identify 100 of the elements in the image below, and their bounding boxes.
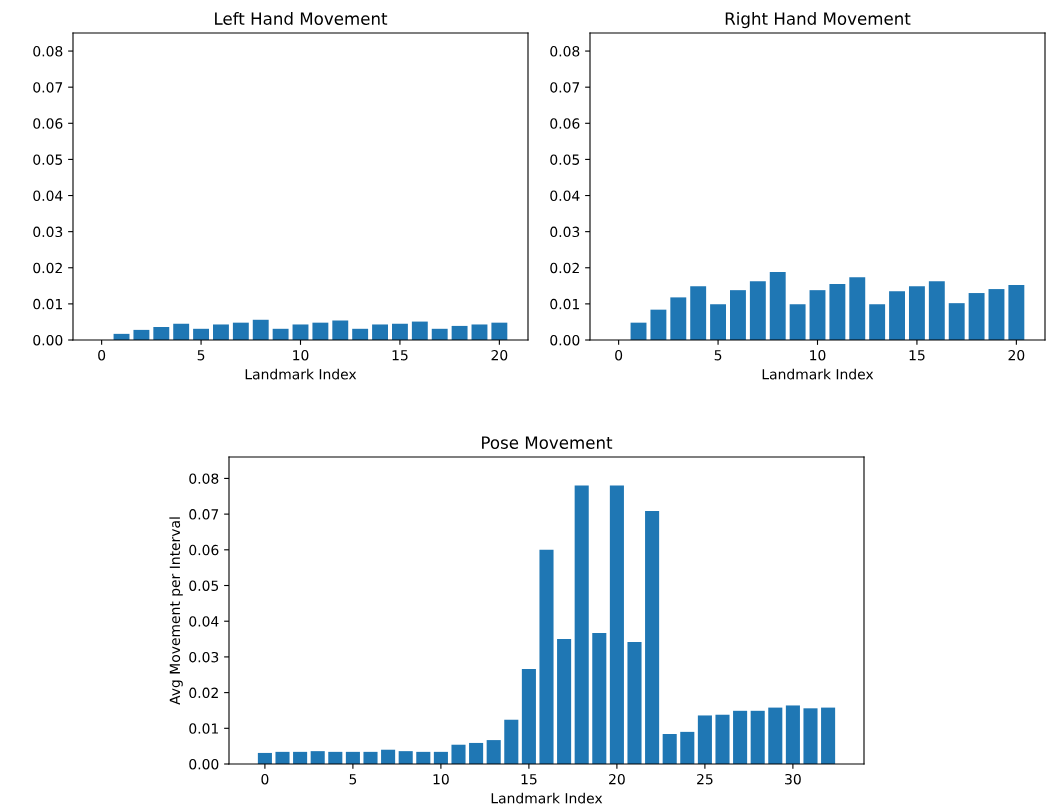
bar: [948, 303, 965, 340]
bar: [592, 632, 607, 764]
bar: [153, 327, 170, 340]
x-tick-label: 5: [714, 350, 722, 361]
y-tick-label: 0.01: [189, 723, 218, 734]
chart-title: Left Hand Movement: [215, 12, 388, 25]
bar: [789, 304, 806, 340]
bar: [645, 510, 660, 764]
y-tick-label: 0.06: [33, 118, 63, 129]
bar: [310, 751, 325, 764]
bar: [821, 707, 836, 764]
y-tick-label: 0.02: [189, 687, 218, 699]
bar: [433, 751, 448, 764]
bar: [328, 751, 343, 764]
x-tick-label: 5: [349, 774, 357, 785]
y-tick-label: 0.02: [550, 262, 579, 274]
x-tick-label: 15: [909, 350, 925, 361]
bar: [750, 710, 765, 764]
bar: [785, 705, 800, 764]
bar: [345, 751, 360, 764]
bar: [293, 751, 308, 764]
bar: [252, 319, 269, 340]
x-axis-title: Landmark Index: [245, 368, 357, 380]
bar: [312, 322, 329, 340]
bar: [670, 297, 687, 340]
bar: [416, 751, 431, 764]
bar: [627, 641, 642, 764]
y-tick-label: 0.07: [550, 82, 580, 93]
bar: [491, 322, 508, 340]
bar: [849, 277, 866, 340]
bar: [213, 324, 229, 340]
x-tick-label: 0: [261, 773, 269, 785]
bar: [730, 290, 746, 340]
bar: [272, 328, 289, 340]
y-tick-label: 0.07: [33, 82, 63, 93]
y-tick-label: 0.03: [33, 226, 63, 238]
y-tick-label: 0.04: [33, 190, 63, 201]
y-tick-label: 0.05: [33, 154, 63, 165]
x-tick-label: 10: [433, 773, 449, 785]
chart-title: Pose Movement: [482, 436, 613, 449]
bar: [332, 320, 349, 340]
y-tick-label: 0.01: [33, 298, 62, 310]
bar: [451, 325, 468, 340]
y-tick-label: 0.04: [189, 616, 219, 627]
bar: [257, 752, 272, 764]
bar: [690, 286, 707, 340]
y-tick-label: 0.00: [189, 758, 219, 770]
y-tick-label: 0.08: [189, 473, 219, 484]
x-tick-label: 30: [785, 773, 801, 785]
bar: [486, 740, 501, 764]
bar: [557, 639, 572, 764]
bar: [803, 708, 818, 764]
x-axis-title: Landmark Index: [491, 792, 603, 804]
bar: [1008, 285, 1025, 340]
bar: [232, 322, 249, 340]
bar: [469, 742, 484, 764]
bar: [710, 304, 727, 340]
y-tick-label: 0.05: [189, 580, 219, 591]
bar: [680, 731, 695, 764]
bar: [381, 749, 396, 764]
bar: [431, 328, 448, 340]
bar: [928, 281, 945, 340]
bar: [411, 321, 428, 340]
y-tick-label: 0.08: [33, 46, 63, 57]
bar: [749, 281, 766, 340]
bar: [451, 744, 466, 764]
bar: [539, 549, 554, 764]
bar: [809, 290, 826, 340]
bar: [715, 714, 730, 764]
bar: [173, 323, 190, 340]
bar: [908, 286, 925, 340]
bar: [391, 323, 408, 340]
bar: [650, 309, 667, 340]
x-tick-label: 25: [697, 773, 713, 785]
bar: [829, 284, 846, 340]
x-tick-label: 20: [609, 773, 625, 785]
bar: [697, 715, 712, 764]
x-tick-label: 15: [392, 350, 408, 361]
bar: [574, 485, 589, 764]
bar: [292, 324, 309, 340]
bar: [609, 485, 624, 764]
chart-title: Right Hand Movement: [725, 12, 911, 29]
y-tick-label: 0.04: [550, 190, 580, 201]
bar: [352, 328, 369, 340]
bar: [372, 324, 388, 340]
x-tick-label: 20: [1008, 349, 1025, 361]
y-tick-label: 0.08: [550, 46, 580, 57]
bar: [768, 707, 783, 764]
bar: [769, 272, 786, 340]
bar: [398, 751, 413, 764]
y-tick-label: 0.07: [189, 509, 219, 520]
bar: [889, 291, 905, 340]
y-tick-label: 0.00: [33, 334, 63, 346]
x-tick-label: 10: [293, 349, 309, 361]
y-tick-label: 0.02: [33, 262, 62, 274]
y-tick-label: 0.03: [189, 651, 219, 663]
y-axis-title: Avg Movement per Interval: [169, 517, 183, 705]
y-tick-label: 0.00: [550, 334, 580, 346]
bar: [471, 324, 488, 340]
bar: [662, 734, 677, 764]
